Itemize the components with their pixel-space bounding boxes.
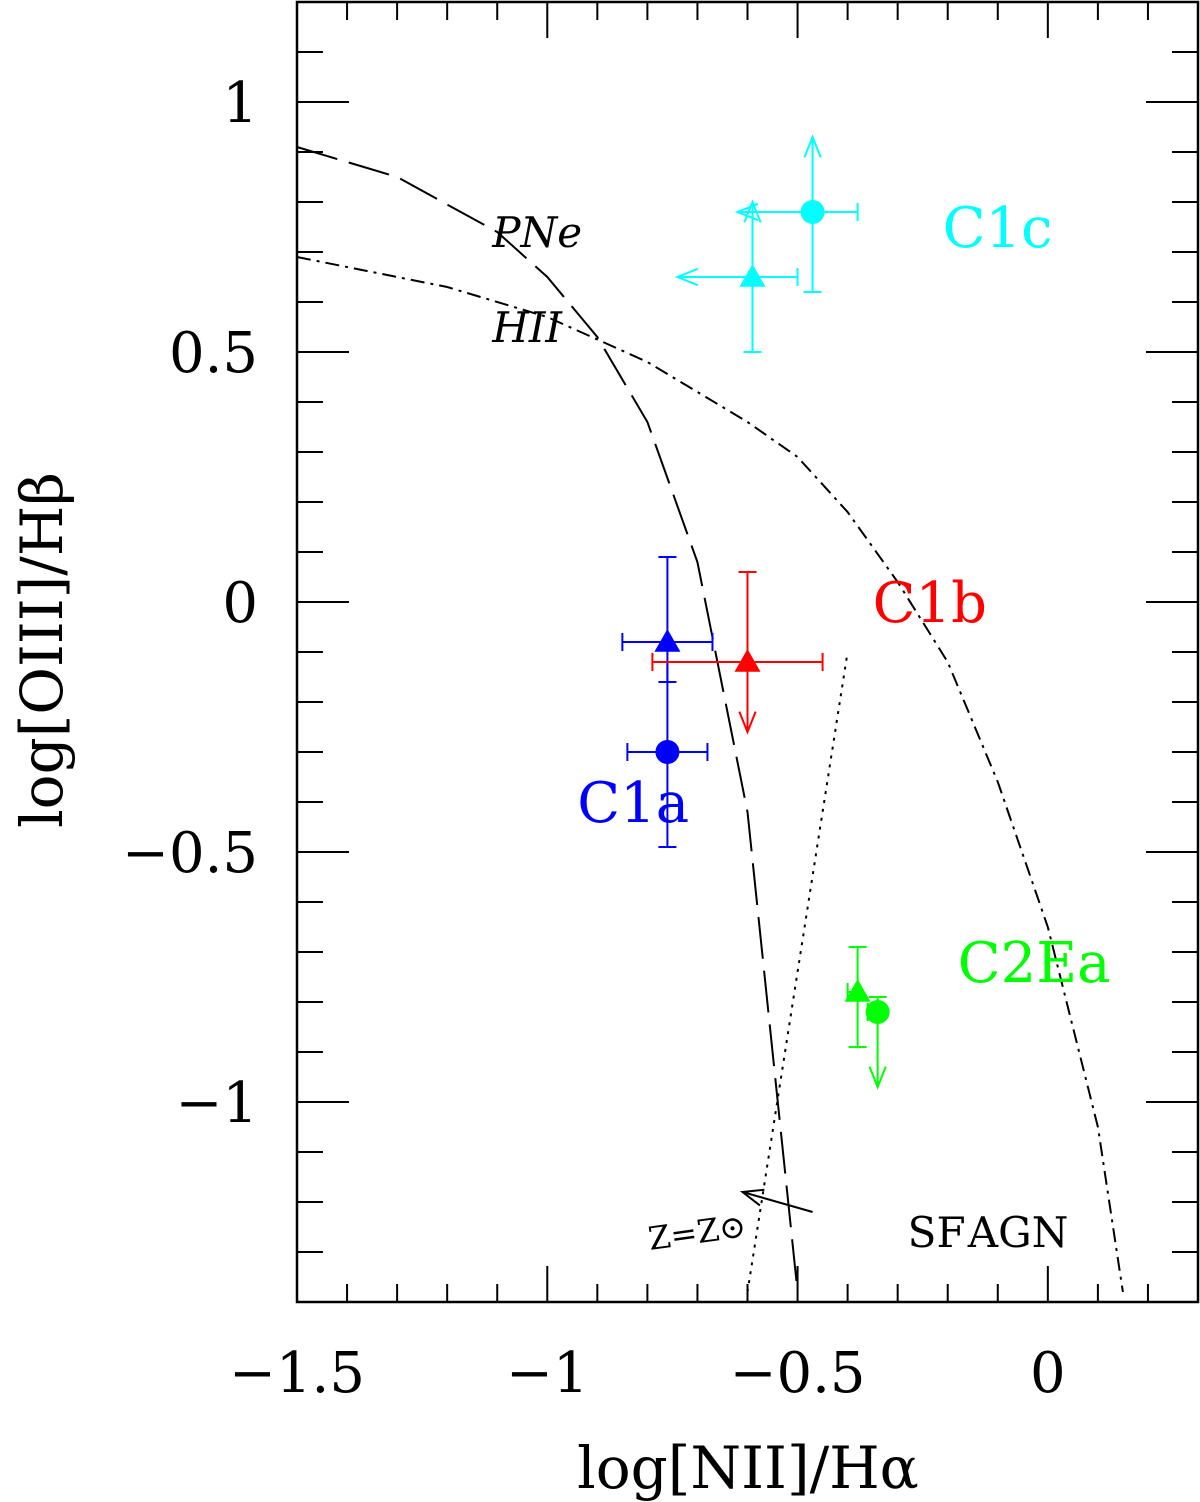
series-c1c: C1c [674, 134, 1053, 353]
classification-curves [296, 146, 1124, 1293]
circle-marker [655, 740, 680, 764]
y-tick-label: −1 [175, 1071, 258, 1136]
region-label: AGN [967, 1208, 1069, 1257]
arrow-head [738, 711, 757, 735]
triangle-marker [734, 649, 761, 672]
series-c1a: C1a [577, 556, 714, 848]
y-tick-label: −0.5 [122, 821, 258, 886]
y-tick-label: 1 [222, 71, 258, 136]
curve-long-dash [296, 146, 799, 1293]
series-label: C1a [577, 771, 689, 836]
arrow-head [739, 1188, 765, 1207]
arrow-head [868, 1066, 887, 1090]
metallicity-label: Z=Z⊙ [646, 1207, 748, 1258]
circle-marker [800, 200, 825, 224]
annotations: PNe HII SF AGN Z=Z⊙ [491, 208, 1068, 1258]
data-series: C1a C1b C1c C2Ea [577, 134, 1111, 1090]
region-label: PNe [491, 208, 582, 257]
series-c1b: C1b [651, 571, 987, 735]
x-tick-label: −1.5 [229, 1341, 365, 1406]
arrow-head [803, 134, 822, 158]
triangle-marker [739, 264, 766, 287]
arrow-head [743, 199, 762, 223]
triangle-marker [844, 979, 871, 1002]
y-axis-label: log[OIII]/Hβ [8, 472, 76, 828]
x-tick-label: 0 [1030, 1341, 1066, 1406]
region-label: HII [491, 303, 563, 352]
data-point-circle [865, 996, 890, 1090]
data-point-circle [734, 134, 859, 293]
data-point-triangle [651, 571, 824, 735]
y-tick-label: 0.5 [169, 321, 258, 386]
y-tick-label: 0 [222, 571, 258, 636]
curve-dash-dot [296, 256, 1124, 1293]
series-label: C1b [873, 571, 987, 636]
x-tick-label: −1 [506, 1341, 589, 1406]
data-point-triangle [844, 946, 871, 1048]
data-point-triangle [674, 199, 799, 353]
x-tick-label: −0.5 [730, 1341, 866, 1406]
x-axis-label: log[NII]/Hα [577, 1434, 919, 1502]
axes: −1.5 −1 −0.5 0 1 0.5 0 −0.5 −1 [122, 0, 1200, 1406]
arrow-head [674, 267, 699, 287]
region-label: SF [908, 1208, 966, 1257]
metallicity-arrow [742, 1191, 813, 1213]
curve-dotted [746, 651, 849, 1293]
series-c2ea: C2Ea [844, 931, 1111, 1090]
series-label: C1c [943, 196, 1053, 261]
circle-marker [865, 1000, 890, 1024]
series-label: C2Ea [958, 931, 1111, 996]
triangle-marker [654, 629, 681, 652]
